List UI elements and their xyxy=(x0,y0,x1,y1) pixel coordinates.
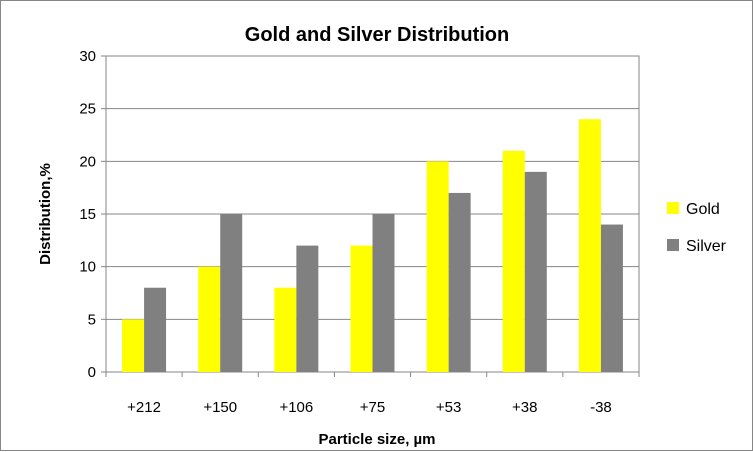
x-tick-label: +150 xyxy=(203,399,237,416)
legend-label-gold: Gold xyxy=(686,201,720,218)
x-tick-label: +75 xyxy=(360,399,385,416)
y-tick-label: 20 xyxy=(79,153,96,170)
x-axis-title: Particle size, µm xyxy=(318,431,435,448)
legend-swatch-gold xyxy=(667,202,679,214)
bar-gold xyxy=(578,119,601,372)
bar-gold xyxy=(274,287,297,372)
y-axis-title: Distribution,% xyxy=(37,163,54,265)
legend-swatch-silver xyxy=(667,239,679,251)
bar-silver xyxy=(296,245,319,372)
x-tick-label: +53 xyxy=(436,399,461,416)
legend: Gold Silver xyxy=(667,201,727,255)
y-tick-label: 30 xyxy=(79,48,96,65)
bar-gold xyxy=(426,161,449,372)
legend-label-silver: Silver xyxy=(686,238,727,255)
bar-silver xyxy=(524,171,547,372)
y-tick-label: 5 xyxy=(88,311,96,328)
bar-silver xyxy=(144,287,167,372)
plot-area: 0 5 10 15 20 25 30 +212 +150 +106 +75 +53 +38 -38 xyxy=(79,48,640,416)
bar-gold xyxy=(198,266,221,372)
chart-title: Gold and Silver Distribution xyxy=(245,24,509,46)
bar-gold xyxy=(122,319,145,372)
bar-silver xyxy=(372,214,395,372)
y-tick-label: 10 xyxy=(79,259,96,276)
bar-gold xyxy=(502,150,525,372)
x-tick-label: +106 xyxy=(279,399,313,416)
bar-silver xyxy=(220,214,243,372)
x-tick-label: +38 xyxy=(512,399,537,416)
bar-silver xyxy=(448,192,471,372)
y-tick-label: 0 xyxy=(88,364,96,381)
y-tick-label: 15 xyxy=(79,206,96,223)
y-tick-label: 25 xyxy=(79,101,96,118)
x-tick-label: -38 xyxy=(590,399,612,416)
bar-gold xyxy=(350,245,373,372)
x-tick-label: +212 xyxy=(127,399,161,416)
bar-silver xyxy=(600,224,623,372)
